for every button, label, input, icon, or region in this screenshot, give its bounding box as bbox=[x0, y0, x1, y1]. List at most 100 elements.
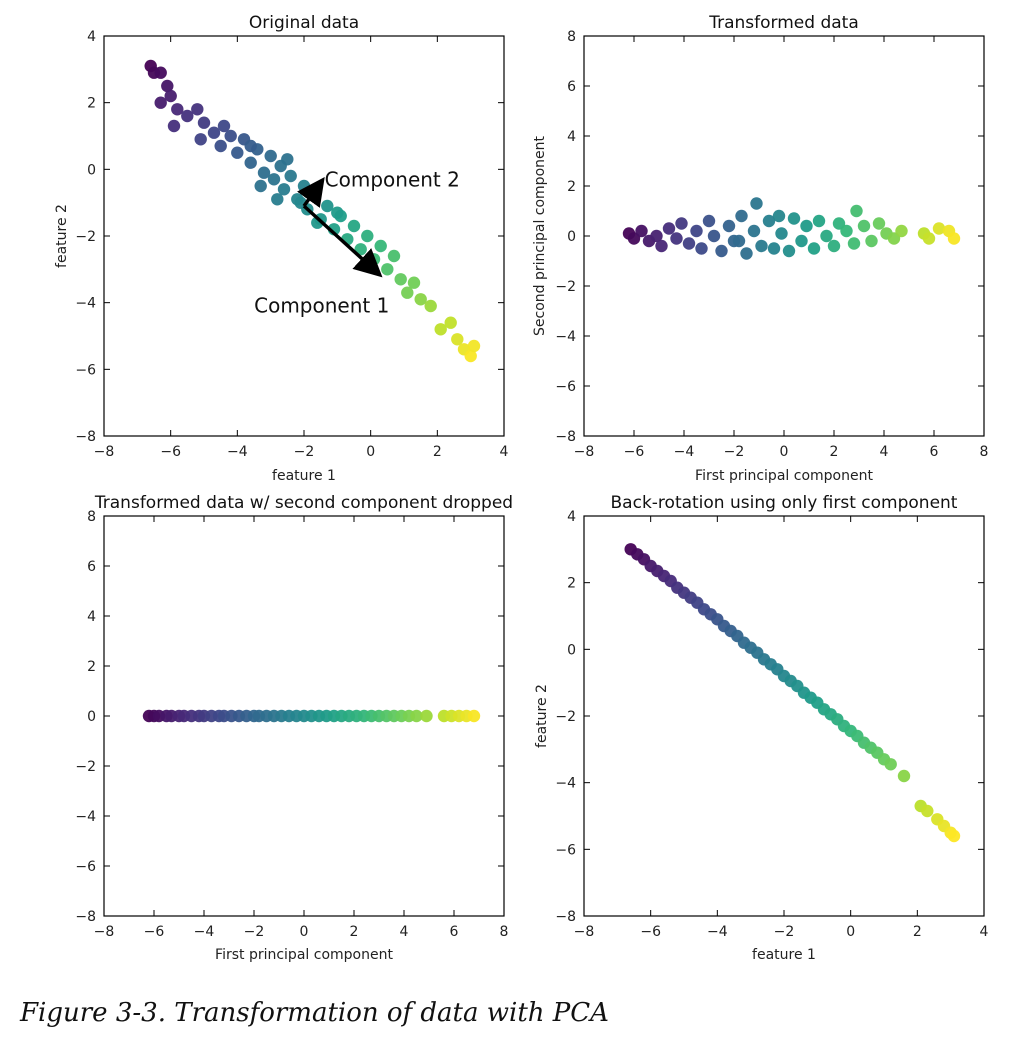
tick-labels: −8 −6 −4 −2 0 2 4 6 8 −8 −6 −4 −2 0 2 4 6 8 bbox=[555, 29, 988, 460]
panel-title: Back-rotation using only first component bbox=[611, 493, 958, 513]
data-point bbox=[257, 166, 271, 179]
data-point bbox=[921, 804, 934, 818]
x-tick-label: 0 bbox=[846, 924, 855, 940]
data-point bbox=[675, 217, 688, 230]
data-point bbox=[655, 239, 668, 253]
y-tick-label: −6 bbox=[75, 362, 96, 378]
x-tick-label: 8 bbox=[980, 444, 989, 460]
data-point bbox=[374, 239, 387, 253]
y-tick-label: −4 bbox=[555, 776, 576, 792]
data-point bbox=[755, 239, 768, 253]
x-tick-label: 8 bbox=[500, 924, 509, 940]
data-point bbox=[947, 232, 961, 245]
y-tick-label: −8 bbox=[75, 429, 96, 445]
data-point bbox=[807, 242, 821, 255]
data-point bbox=[217, 119, 231, 133]
data-point bbox=[464, 349, 477, 363]
tick-labels: −8 −6 −4 −2 0 2 4 −8 −6 −4 −2 0 2 4 bbox=[75, 29, 508, 460]
data-point bbox=[857, 219, 871, 233]
x-tick-label: −4 bbox=[674, 444, 695, 460]
data-point bbox=[154, 66, 167, 79]
x-axis-label: feature 1 bbox=[752, 947, 816, 963]
data-point bbox=[467, 339, 481, 353]
data-point bbox=[467, 709, 481, 723]
x-tick-label: −2 bbox=[774, 924, 795, 940]
data-point bbox=[194, 133, 207, 146]
data-point bbox=[662, 222, 676, 235]
x-axis-label: First principal component bbox=[215, 947, 393, 963]
data-point bbox=[775, 227, 788, 240]
x-tick-label: −8 bbox=[94, 924, 115, 940]
data-point bbox=[635, 224, 648, 238]
y-tick-label: −6 bbox=[555, 379, 576, 395]
data-point bbox=[682, 237, 696, 250]
y-tick-label: −4 bbox=[75, 296, 96, 312]
panel-title: Transformed data w/ second component dro… bbox=[94, 493, 513, 513]
x-tick-label: −8 bbox=[94, 444, 115, 460]
data-point bbox=[747, 224, 761, 238]
data-point bbox=[707, 229, 721, 243]
data-point bbox=[414, 293, 427, 306]
panel-original-data: Original data feature 1 feature 2 −8 −6 −4… bbox=[54, 13, 509, 484]
data-point bbox=[715, 244, 728, 258]
y-tick-label: 0 bbox=[567, 229, 576, 245]
data-point bbox=[762, 214, 776, 228]
data-point bbox=[424, 299, 437, 313]
data-point bbox=[254, 179, 267, 193]
y-tick-label: −2 bbox=[555, 279, 576, 295]
data-point bbox=[197, 116, 211, 129]
data-point bbox=[627, 232, 641, 245]
y-tick-label: 4 bbox=[567, 509, 576, 525]
pca-figure: Original data feature 1 feature 2 −8 −6 −4… bbox=[54, 13, 989, 963]
data-point bbox=[444, 316, 457, 329]
data-point bbox=[394, 273, 407, 286]
data-point bbox=[932, 222, 946, 235]
data-point bbox=[865, 234, 878, 248]
data-point bbox=[284, 169, 297, 183]
x-axis-label: feature 1 bbox=[272, 468, 336, 484]
y-tick-label: 4 bbox=[87, 29, 96, 45]
data-point bbox=[690, 224, 703, 238]
x-tick-label: −8 bbox=[574, 444, 595, 460]
data-point bbox=[732, 234, 746, 248]
data-point bbox=[167, 119, 181, 133]
data-point bbox=[840, 224, 853, 238]
x-tick-label: −8 bbox=[574, 924, 595, 940]
data-point bbox=[181, 109, 194, 123]
data-point bbox=[281, 153, 294, 166]
x-tick-label: 2 bbox=[433, 444, 442, 460]
x-tick-label: 0 bbox=[366, 444, 375, 460]
data-point bbox=[387, 249, 401, 263]
data-point bbox=[361, 229, 374, 243]
plot-area bbox=[144, 59, 481, 363]
data-point bbox=[207, 126, 221, 139]
data-point bbox=[244, 156, 257, 169]
data-point bbox=[722, 219, 736, 233]
data-point bbox=[164, 89, 177, 103]
data-point bbox=[872, 217, 886, 230]
y-tick-label: 4 bbox=[567, 129, 576, 145]
data-point bbox=[740, 247, 753, 260]
plot-area bbox=[142, 709, 481, 723]
data-point bbox=[171, 103, 184, 116]
x-tick-label: 4 bbox=[500, 444, 509, 460]
y-tick-label: 0 bbox=[567, 642, 576, 658]
plot-area bbox=[624, 543, 961, 843]
data-point bbox=[277, 183, 291, 196]
data-point bbox=[695, 242, 708, 255]
data-point bbox=[267, 173, 281, 186]
data-point bbox=[331, 206, 344, 219]
data-point bbox=[847, 237, 861, 250]
data-point bbox=[410, 709, 423, 723]
x-tick-label: −2 bbox=[294, 444, 315, 460]
data-point bbox=[297, 179, 311, 193]
x-tick-label: −2 bbox=[244, 924, 265, 940]
y-axis-label: Second principal component bbox=[532, 136, 548, 336]
x-tick-label: −6 bbox=[624, 444, 645, 460]
data-point bbox=[832, 217, 846, 230]
y-tick-label: 6 bbox=[87, 559, 96, 575]
data-point bbox=[787, 212, 801, 225]
data-point bbox=[231, 146, 244, 159]
data-point bbox=[772, 209, 786, 223]
x-tick-label: −6 bbox=[144, 924, 165, 940]
